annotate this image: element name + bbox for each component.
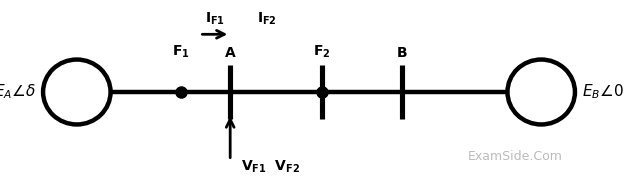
Text: ExamSide.Com: ExamSide.Com <box>468 150 563 163</box>
Text: $\mathbf{F_1}$: $\mathbf{F_1}$ <box>172 43 190 60</box>
Text: $\mathbf{F_2}$: $\mathbf{F_2}$ <box>314 43 331 60</box>
Text: $E_A\angle\delta$: $E_A\angle\delta$ <box>0 83 36 101</box>
Text: $\mathbf{V_{F1}}$  $\mathbf{V_{F2}}$: $\mathbf{V_{F1}}$ $\mathbf{V_{F2}}$ <box>241 159 300 175</box>
Text: $\mathbf{I_{F1}}$: $\mathbf{I_{F1}}$ <box>205 11 225 27</box>
Text: $\mathbf{I_{F2}}$: $\mathbf{I_{F2}}$ <box>257 11 277 27</box>
Text: $\mathbf{B}$: $\mathbf{B}$ <box>396 46 408 60</box>
Text: $\mathbf{A}$: $\mathbf{A}$ <box>224 46 237 60</box>
Text: $E_B\angle0$: $E_B\angle0$ <box>582 83 624 101</box>
